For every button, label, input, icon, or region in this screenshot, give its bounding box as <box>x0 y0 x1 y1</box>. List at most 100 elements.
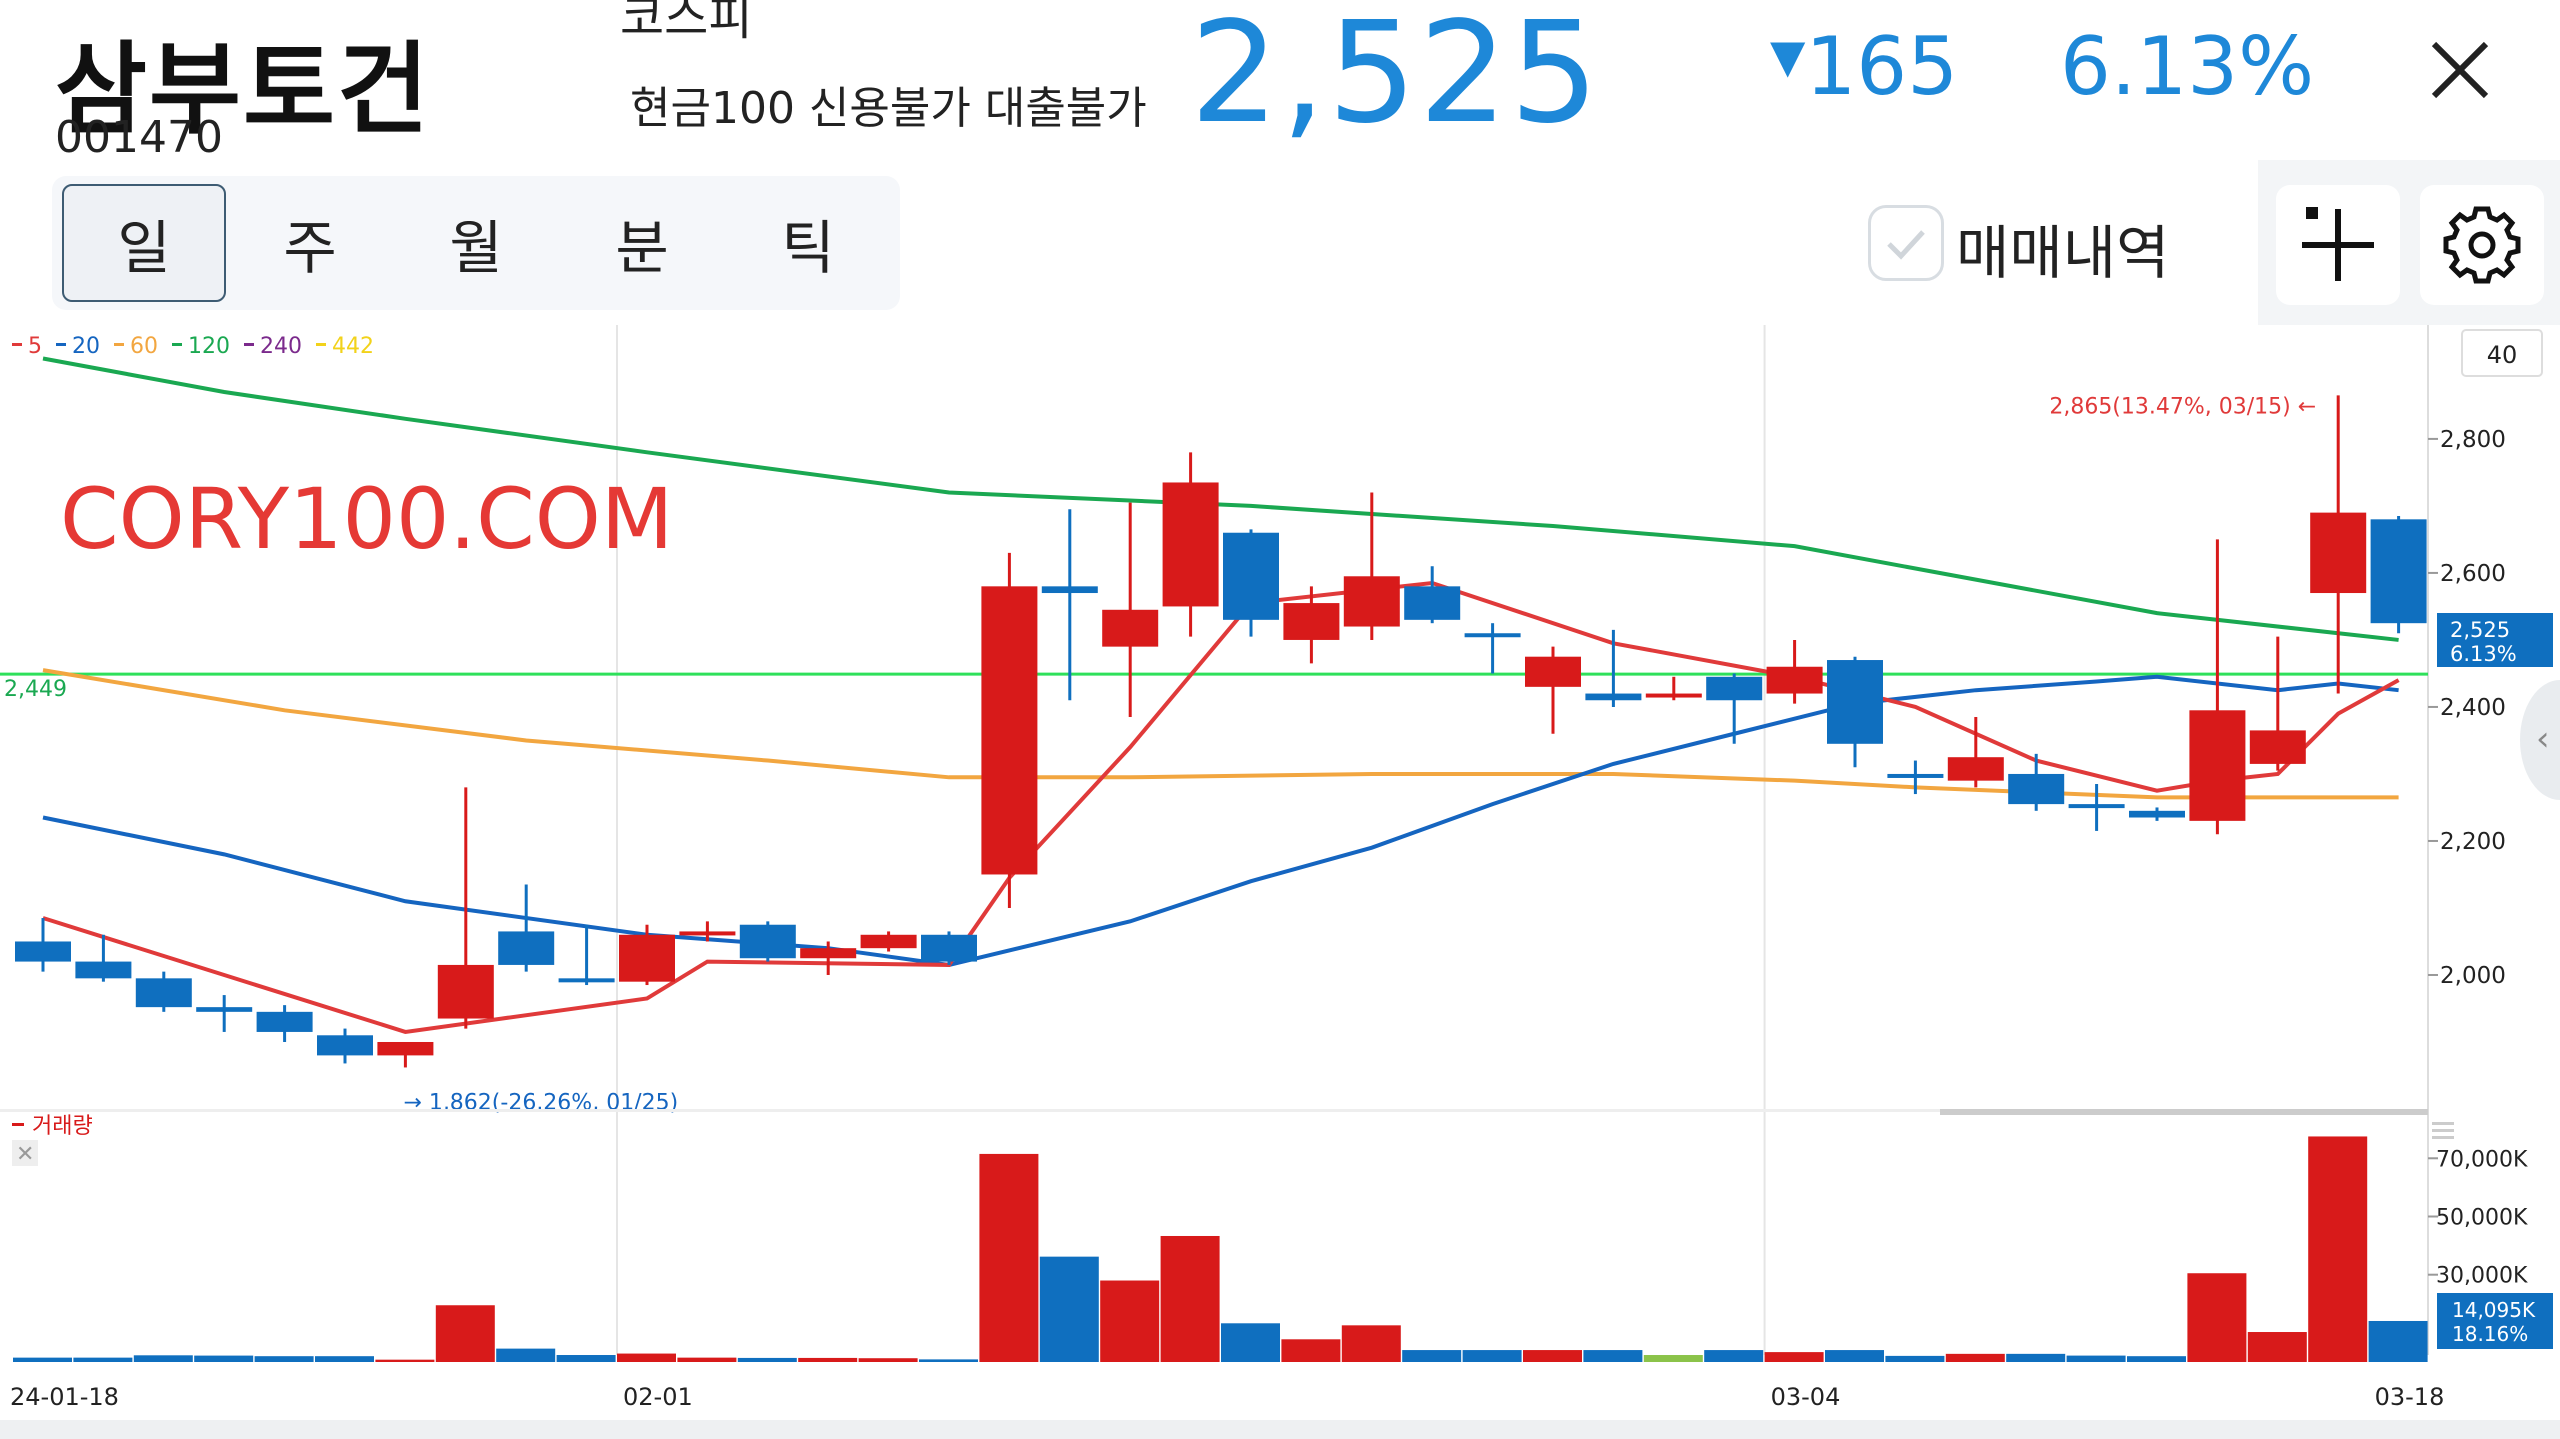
tab-tick[interactable]: 틱 <box>781 214 835 282</box>
chevron-left-icon[interactable]: ‹ <box>2536 719 2550 759</box>
change-rate: 6.13% <box>2060 20 2315 113</box>
support-line-label: 2,449 <box>4 677 67 702</box>
volume-bar <box>73 1357 133 1362</box>
crosshair-button[interactable] <box>2276 185 2400 305</box>
volume-bar <box>1462 1350 1522 1362</box>
chart-scrollbar[interactable] <box>1940 1109 2428 1115</box>
volume-close-button[interactable]: ✕ <box>12 1140 38 1167</box>
legend-swatch <box>244 343 254 346</box>
candle <box>2310 395 2367 694</box>
legend-label-20: 20 <box>72 334 100 359</box>
price-tag-rate: 6.13% <box>2450 642 2517 666</box>
volume-bar <box>858 1358 918 1362</box>
volume-bar <box>1643 1355 1703 1362</box>
legend-label-442: 442 <box>332 334 374 359</box>
volume-bar <box>1885 1355 1945 1362</box>
volume-bar <box>979 1153 1039 1362</box>
candle <box>1102 502 1159 717</box>
candle-body <box>1525 656 1581 687</box>
candle <box>1645 676 1702 701</box>
volume-tag-rate: 18.16% <box>2452 1322 2528 1346</box>
count-badge[interactable]: 40 <box>2487 341 2518 369</box>
legend-label-120: 120 <box>188 334 230 359</box>
legend-swatch <box>316 343 326 346</box>
volume-bar <box>496 1348 556 1362</box>
candle <box>1464 623 1521 674</box>
side-panel-handle[interactable] <box>2520 680 2560 800</box>
candle <box>2249 636 2306 771</box>
candle-body <box>1343 576 1400 627</box>
close-icon[interactable] <box>2420 30 2500 110</box>
candle-body <box>2249 730 2306 764</box>
volume-bar <box>1221 1323 1280 1362</box>
close-small-icon[interactable]: ✕ <box>16 1142 34 1167</box>
legend-label-5: 5 <box>28 334 42 359</box>
volume-bar <box>2368 1320 2428 1362</box>
check-icon <box>1887 230 1925 260</box>
current-price-tag: 2,525 6.13% <box>2437 613 2553 667</box>
legend-swatch <box>114 343 124 346</box>
current-price: 2,525 <box>1190 0 1601 155</box>
tab-day[interactable]: 일 <box>62 184 226 302</box>
legend-swatch <box>172 343 182 346</box>
volume-tag: 14,095K 18.16% <box>2437 1293 2553 1349</box>
candle <box>2068 784 2125 831</box>
candle <box>1223 529 1279 637</box>
stock-chart[interactable]: 5 20 60 120 240 442 CORY100.COM 40 2,800 2,600… <box>0 325 2560 1420</box>
volume-bar <box>1523 1350 1582 1362</box>
volume-bar <box>919 1359 978 1362</box>
candle <box>1585 629 1642 707</box>
candle-body <box>498 931 555 965</box>
volume-bar <box>2247 1332 2307 1362</box>
volume-tick-label: 50,000K <box>2436 1205 2528 1230</box>
candle <box>2370 515 2427 634</box>
candle-body <box>921 934 977 962</box>
settings-button[interactable] <box>2420 185 2544 305</box>
candle <box>2129 807 2185 821</box>
volume-tick-label: 70,000K <box>2436 1147 2528 1172</box>
tab-month[interactable]: 월 <box>449 214 503 282</box>
high-price-label: 2,865(13.47%, 03/15) ← <box>2049 394 2316 419</box>
volume-bar <box>254 1356 314 1362</box>
tab-minute[interactable]: 분 <box>615 214 669 282</box>
candle-body <box>317 1035 373 1056</box>
candle-body <box>1645 693 1702 698</box>
volume-bar <box>556 1355 616 1362</box>
trade-history-checkbox[interactable] <box>1868 205 1944 281</box>
candle <box>1041 509 1098 701</box>
legend-label-240: 240 <box>260 334 302 359</box>
candle-body <box>15 941 71 962</box>
volume-bar <box>1160 1235 1220 1362</box>
candle <box>135 971 192 1012</box>
trade-history-label[interactable]: 매매내역 <box>1956 219 2170 287</box>
stock-code: 001470 <box>55 112 223 163</box>
volume-legend: 거래량 <box>12 1114 93 1139</box>
volume-bar <box>1764 1352 1824 1362</box>
stock-name: 삼부토건 <box>55 31 431 148</box>
ma60-line <box>42 668 2399 800</box>
candle-body <box>1827 660 1883 744</box>
candle-body <box>2008 773 2065 805</box>
candle-body <box>1947 757 2004 781</box>
count-badge-box[interactable] <box>2461 329 2543 377</box>
volume-bar <box>1100 1280 1160 1362</box>
y-tick-label: 2,200 <box>2440 829 2506 855</box>
legend-swatch <box>12 343 22 346</box>
moving-average-legend: 5 20 60 120 240 442 <box>12 334 374 359</box>
tab-week[interactable]: 주 <box>283 214 337 282</box>
candle <box>800 941 857 975</box>
candle <box>860 931 917 952</box>
volume-bar <box>1341 1325 1401 1362</box>
candle-body <box>619 934 675 982</box>
gear-icon <box>2443 206 2521 284</box>
volume-bar <box>1281 1339 1341 1362</box>
candle <box>558 924 615 986</box>
ma120-line <box>42 356 2399 642</box>
volume-bar <box>1825 1350 1884 1362</box>
candle <box>1827 656 1883 768</box>
chart-separator <box>0 1109 2428 1112</box>
price-axis: 2,800 2,600 2,400 2,200 2,000 <box>2428 427 2506 989</box>
candle <box>1947 717 2004 788</box>
candle <box>739 921 796 962</box>
volume-menu-icon[interactable] <box>2432 1122 2454 1139</box>
